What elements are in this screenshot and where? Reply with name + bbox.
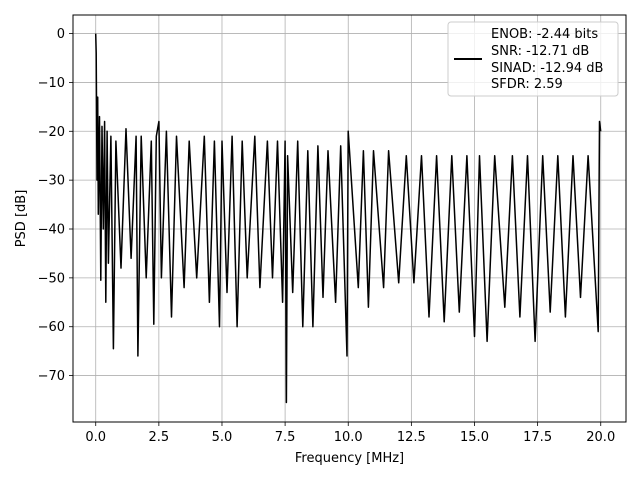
x-tick-label: 12.5	[397, 430, 426, 445]
y-tick-label: −70	[38, 369, 65, 384]
psd-series-line	[94, 33, 602, 404]
x-tick-label: 5.0	[212, 430, 233, 445]
x-tick-label: 20.0	[586, 430, 615, 445]
y-tick-label: −20	[38, 125, 65, 140]
legend-entry-snr: SNR: -12.71 dB	[491, 44, 589, 59]
x-tick-label: 2.5	[149, 430, 170, 445]
x-tick-label: 7.5	[275, 430, 296, 445]
x-axis-label: Frequency [MHz]	[295, 451, 404, 466]
x-tick-label: 15.0	[460, 430, 489, 445]
legend-box	[447, 21, 619, 97]
y-tick-label: −30	[38, 174, 65, 189]
legend-entry-sinad: SINAD: -12.94 dB	[491, 61, 603, 76]
x-tick-label: 10.0	[334, 430, 363, 445]
x-tick-label: 17.5	[523, 430, 552, 445]
y-tick-label: −10	[38, 76, 65, 91]
axis-ticks: 0.0 2.5 5.0 7.5 10.0 12.5 15.0 17.5 20.0 0 −10 −20 −…	[38, 27, 616, 445]
legend-entry-enob: ENOB: -2.44 bits	[491, 27, 598, 42]
y-axis-label: PSD [dB]	[14, 190, 29, 248]
y-tick-label: −60	[38, 320, 65, 335]
x-tick-label: 0.0	[85, 430, 106, 445]
y-tick-label: 0	[57, 27, 65, 42]
legend-entry-sfdr: SFDR: 2.59	[491, 77, 563, 92]
series-group	[94, 33, 602, 404]
legend: ENOB: -2.44 bits SNR: -12.71 dB SINAD: -…	[447, 21, 619, 97]
plot-frame	[72, 14, 627, 423]
y-tick-label: −40	[38, 223, 65, 238]
y-tick-label: −50	[38, 271, 65, 286]
